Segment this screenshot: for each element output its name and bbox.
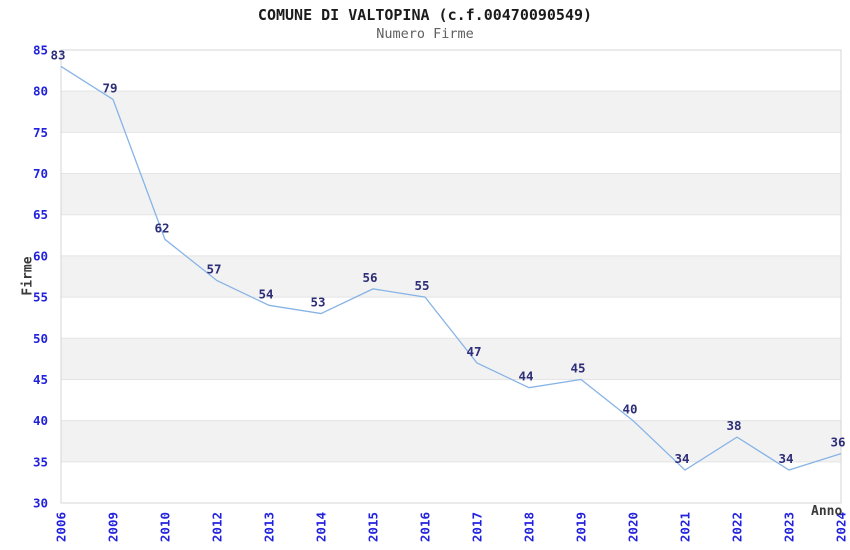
- value-label: 38: [726, 418, 741, 433]
- x-tick-label: 2017: [470, 512, 485, 542]
- x-tick-label: 2009: [106, 512, 121, 542]
- value-label: 45: [570, 360, 585, 375]
- plot-band: [61, 255, 841, 298]
- y-axis-title: Firme: [20, 256, 36, 296]
- value-label: 34: [778, 451, 793, 466]
- x-tick-label: 2024: [834, 512, 849, 542]
- y-tick-label: 80: [33, 84, 48, 99]
- x-tick-label: 2012: [210, 512, 225, 542]
- value-label: 79: [102, 80, 117, 95]
- x-tick-label: 2006: [54, 512, 69, 542]
- x-tick-label: 2022: [730, 512, 745, 542]
- data-line: [60, 65, 842, 471]
- x-tick-label: 2014: [314, 512, 329, 542]
- y-tick-label: 40: [33, 413, 48, 428]
- value-label: 55: [414, 278, 429, 293]
- plot-border: [60, 49, 842, 504]
- y-tick-label: 35: [33, 454, 48, 469]
- x-tick-label: 2010: [158, 512, 173, 542]
- x-axis-title: Anno: [811, 504, 843, 519]
- x-tick-label: 2019: [574, 512, 589, 542]
- y-tick-label: 55: [33, 290, 48, 305]
- plot-band: [61, 173, 841, 215]
- value-label: 62: [154, 220, 169, 235]
- y-tick-label: 30: [33, 496, 48, 511]
- y-tick-label: 65: [33, 207, 48, 222]
- value-label: 57: [206, 262, 221, 277]
- plot-band: [61, 91, 841, 133]
- x-tick-label: 2018: [522, 512, 537, 542]
- x-tick-label: 2016: [418, 512, 433, 542]
- x-tick-label: 2015: [366, 512, 381, 542]
- value-label: 44: [518, 369, 533, 384]
- y-tick-label: 60: [33, 248, 48, 263]
- y-tick-label: 50: [33, 331, 48, 346]
- value-label: 53: [310, 295, 325, 310]
- value-label: 54: [258, 286, 273, 301]
- value-label: 83: [50, 47, 65, 62]
- value-label: 56: [362, 270, 377, 285]
- plot-band: [61, 420, 841, 462]
- x-tick-label: 2013: [262, 512, 277, 542]
- y-tick-label: 45: [33, 372, 48, 387]
- y-tick-label: 75: [33, 125, 48, 140]
- x-tick-label: 2020: [626, 512, 641, 542]
- x-tick-label: 2023: [782, 512, 797, 542]
- y-tick-label: 70: [33, 166, 48, 181]
- value-label: 36: [830, 435, 845, 450]
- chart-title: COMUNE DI VALTOPINA (c.f.00470090549): [257, 6, 593, 24]
- value-label: 34: [674, 451, 689, 466]
- y-tick-label: 85: [33, 43, 48, 58]
- value-label: 47: [466, 344, 481, 359]
- value-label: 40: [622, 402, 637, 417]
- chart-subtitle: Numero Firme: [376, 26, 474, 42]
- x-tick-label: 2021: [678, 512, 693, 542]
- plot-band: [61, 338, 841, 380]
